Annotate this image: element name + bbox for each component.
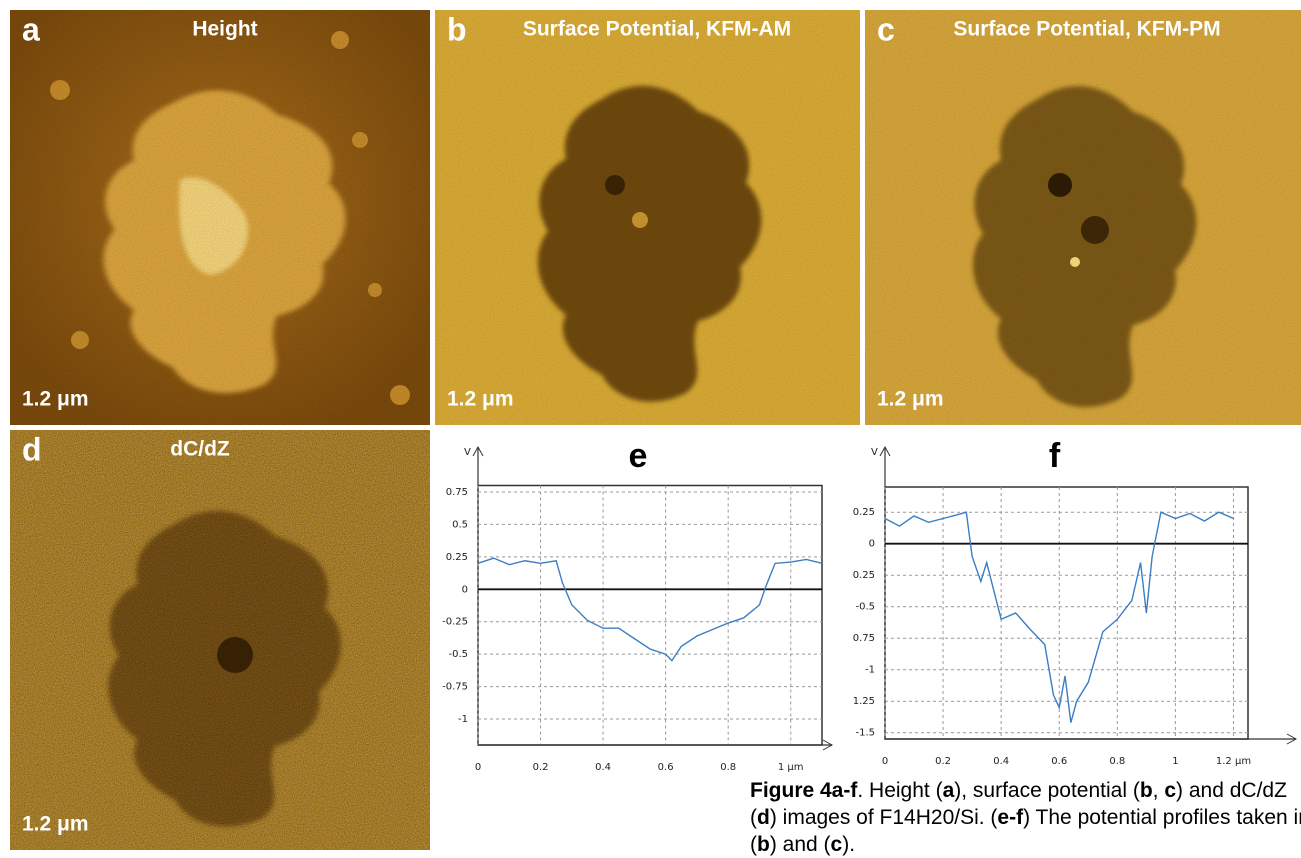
caption-run: ). [842,833,855,856]
x-tick-label: 0.4 [595,762,611,773]
caption-run: c [1164,779,1176,802]
figure-caption: Figure 4a-f. Height (a), surface potenti… [750,777,1301,858]
x-tick-label: 0 [882,756,888,767]
x-tick-label: 0.4 [993,756,1009,767]
y-tick-label: -0.5 [855,602,875,613]
y-tick-label: 0.5 [452,519,468,530]
panel-letter: a [22,11,40,47]
plot-frame [478,486,822,746]
panel-title: Height [192,18,257,41]
x-tick-label: 1 [1172,756,1178,767]
panel-title: Surface Potential, KFM-AM [523,18,791,41]
caption-run: ), surface potential ( [954,779,1140,802]
caption-run: b [757,833,770,856]
image-panel [865,10,1301,425]
caption-run: a [943,779,955,802]
y-axis-label: V [464,447,471,458]
panel-letter: c [877,11,895,47]
caption-run: Figure 4a-f [750,779,857,802]
panel-title: dC/dZ [170,438,230,461]
y-tick-label: -0.5 [448,649,468,660]
image-panel [10,430,430,850]
charts: 0 0.2 0.4 0.6 0.8 1 µm 0.75 0.5 0.25 0 -0.25 -0.5 -0… [442,437,1296,773]
y-tick-label: 0.75 [446,487,468,498]
y-tick-label: 0.25 [853,570,875,581]
chart-title: f [1049,437,1061,475]
caption-run: . Height ( [857,779,942,802]
caption-run: b [1140,779,1153,802]
panel-letter: b [447,11,467,47]
y-tick-label: 0.25 [446,552,468,563]
x-tick-label: 0.2 [533,762,549,773]
scale-label: 1.2 μm [22,813,89,836]
y-tick-label: -1 [865,665,875,676]
scale-label: 1.2 μm [22,388,89,411]
caption-run: d [757,806,770,829]
caption-run: c [831,833,843,856]
caption-run: ) and ( [770,833,831,856]
caption-run: ) images of F14H20/Si. ( [770,806,998,829]
scale-label: 1.2 μm [447,388,514,411]
y-tick-label: -0.75 [442,682,468,693]
panel-title: Surface Potential, KFM-PM [953,18,1220,41]
caption-run: , [1153,779,1165,802]
x-tick-label: 0.6 [1051,756,1067,767]
y-tick-label: 0.25 [853,507,875,518]
y-axis-label: V [871,447,878,458]
x-tick-label: 0.2 [935,756,951,767]
x-tick-label: 1.2 µm [1216,756,1251,767]
y-tick-label: 1.25 [853,696,875,707]
panel-letter: d [22,431,42,467]
y-tick-label: 0 [869,539,875,550]
y-tick-label: 0.75 [853,633,875,644]
y-tick-label: -0.25 [442,617,468,628]
x-tick-label: 0.8 [720,762,736,773]
scale-label: 1.2 μm [877,388,944,411]
caption-run: e-f [997,806,1023,829]
x-tick-label: 0.8 [1109,756,1125,767]
x-tick-label: 0.6 [658,762,674,773]
y-tick-label: -1 [458,714,468,725]
x-tick-label: 1 µm [778,762,804,773]
image-panel [435,10,860,425]
y-tick-label: -1.5 [855,728,875,739]
figure: a Height 1.2 μm b Surface Potential, KFM-AM 1… [0,0,1301,850]
chart-title: e [629,437,648,475]
x-tick-label: 0 [475,762,481,773]
page: a Height 1.2 μm b Surface Potential, KFM-AM 1… [0,0,1301,850]
y-tick-label: 0 [462,584,468,595]
image-panel [10,10,430,425]
